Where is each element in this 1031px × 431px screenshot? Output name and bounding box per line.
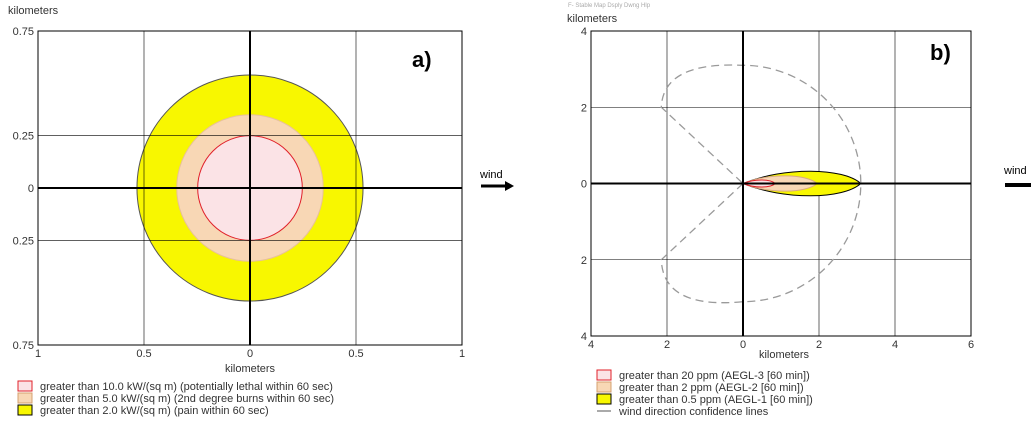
axes-b [591,31,971,336]
y-tick-label: 2 [581,255,587,267]
menu-fragment: F- Stable Map Dsply Dwng Hlp [568,3,651,9]
x-tick-label: 0 [740,339,746,351]
x-tick-label: 0.5 [348,348,363,360]
y-tick-label: 0.25 [13,235,34,247]
x-tick-label: 2 [664,339,670,351]
legend-item-label: greater than 20 ppm (AEGL-3 [60 min]) [619,370,810,382]
y-axis-label-a: kilometers [8,5,59,17]
x-tick-label: 2 [816,339,822,351]
wind-indicator: wind [479,169,514,191]
legend-a: greater than 10.0 kW/(sq m) (potentially… [17,380,334,417]
y-tick-label: 0.75 [13,340,34,352]
wind-indicator-right: wind [1003,165,1031,187]
wind-label-right: wind [1003,165,1027,177]
legend-item-label: greater than 2.0 kW/(sq m) (pain within … [40,405,269,417]
y-tick-label: 4 [581,331,587,343]
x-axis-label-b: kilometers [759,349,810,361]
x-tick-label: 1 [35,348,41,360]
y-tick-label: 0 [28,183,34,195]
legend-swatch-red [596,369,612,381]
x-tick-label: 4 [892,339,898,351]
y-tick-label: 0.75 [13,26,34,38]
x-tick-label: 6 [968,339,974,351]
y-tick-label: 4 [581,26,587,38]
x-tick-label: 0 [247,348,253,360]
legend-item-label: wind direction confidence lines [618,406,769,418]
x-tick-label: 0.5 [136,348,151,360]
legend-item-label: greater than 0.5 ppm (AEGL-1 [60 min]) [619,394,813,406]
legend-swatch-red [17,380,33,392]
y-tick-label: 0.25 [13,131,34,143]
legend-swatch-orange [17,392,33,404]
chart-panel-b: 4 2 0 2 4 6 4 2 0 2 4 kilometers kilometers b) gre… [567,13,974,418]
legend-swatch-orange [596,381,612,393]
y-tick-label: 0 [581,179,587,191]
y-axis-label-b: kilometers [567,13,618,25]
axes-a [38,31,462,345]
legend-item-label: greater than 5.0 kW/(sq m) (2nd degree b… [40,393,334,405]
legend-swatch-yellow [596,393,612,405]
wind-confidence-line [660,64,862,304]
legend-item-label: greater than 10.0 kW/(sq m) (potentially… [40,381,333,393]
legend-swatch-yellow [17,404,33,416]
panel-label-a: a) [412,47,432,72]
x-tick-label: 1 [459,348,465,360]
x-tick-label: 4 [588,339,594,351]
legend-item-label: greater than 2 ppm (AEGL-2 [60 min]) [619,382,804,394]
tick-labels-b: 4 2 0 2 4 6 4 2 0 2 4 [581,26,974,351]
legend-b: greater than 20 ppm (AEGL-3 [60 min])gre… [596,369,813,418]
panel-label-b: b) [930,40,951,65]
y-tick-label: 2 [581,102,587,114]
wind-label: wind [479,169,503,181]
wind-arrow-icon [505,181,514,191]
x-axis-label-a: kilometers [225,363,276,375]
